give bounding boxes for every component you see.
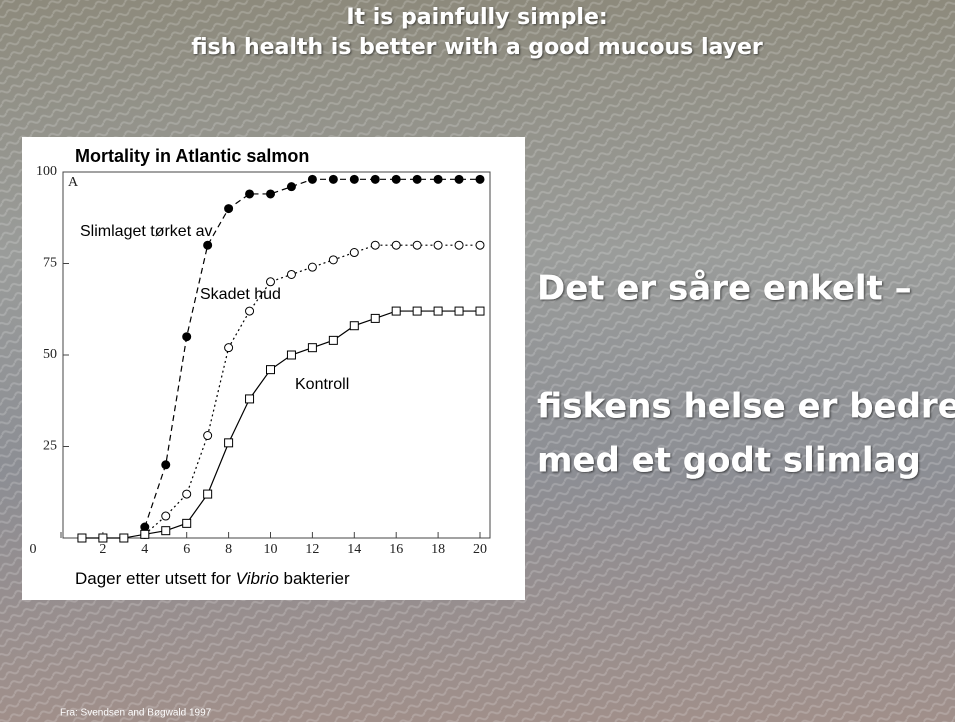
slide: It is painfully simple: fish health is b…	[0, 0, 955, 722]
x-tick-label: 4	[141, 542, 148, 557]
marker	[413, 307, 421, 315]
y-tick-label: 50	[43, 347, 57, 362]
x-axis-label: Dager etter utsett for Vibrio bakterier	[75, 569, 350, 588]
x-tick-label: 8	[225, 542, 232, 557]
marker	[329, 256, 337, 264]
marker	[183, 490, 191, 498]
marker	[246, 395, 254, 403]
x-tick-label: 12	[305, 542, 319, 557]
marker	[141, 523, 149, 531]
slide-title: fish health is better with a good mucous…	[191, 35, 763, 60]
marker	[162, 512, 170, 520]
marker	[392, 307, 400, 315]
marker	[287, 351, 295, 359]
marker	[329, 175, 337, 183]
marker	[141, 530, 149, 538]
marker	[225, 205, 233, 213]
marker	[267, 278, 275, 286]
x-tick-label: 16	[389, 542, 403, 557]
marker	[162, 527, 170, 535]
marker	[476, 175, 484, 183]
marker	[413, 241, 421, 249]
y-tick-label: 100	[36, 164, 57, 179]
marker	[371, 314, 379, 322]
marker	[455, 307, 463, 315]
source: Fra: Svendsen and Bøgwald 1997	[60, 708, 212, 719]
x-axis-label-part: bakterier	[279, 569, 350, 588]
marker	[183, 519, 191, 527]
marker	[120, 534, 128, 542]
series-label: Kontroll	[295, 376, 349, 393]
marker	[204, 241, 212, 249]
marker	[350, 322, 358, 330]
marker	[455, 241, 463, 249]
x-tick-label: 6	[183, 542, 190, 557]
x-tick-label: 18	[431, 542, 445, 557]
marker	[371, 241, 379, 249]
marker	[183, 333, 191, 341]
x-tick-label: 0	[30, 542, 37, 557]
series-label: Skadet hud	[200, 286, 281, 303]
marker	[204, 490, 212, 498]
marker	[204, 432, 212, 440]
marker	[225, 344, 233, 352]
marker	[476, 307, 484, 315]
marker	[99, 534, 107, 542]
marker	[162, 461, 170, 469]
marker	[350, 175, 358, 183]
marker	[246, 307, 254, 315]
x-axis-label-part: Dager etter utsett for	[75, 569, 236, 588]
marker	[392, 175, 400, 183]
marker	[434, 175, 442, 183]
marker	[329, 336, 337, 344]
slide-title: It is painfully simple:	[346, 5, 607, 30]
body-text: Det er såre enkelt –	[537, 269, 912, 309]
marker	[308, 344, 316, 352]
marker	[308, 263, 316, 271]
marker	[287, 183, 295, 191]
x-tick-label: 10	[264, 542, 278, 557]
body-text: fiskens helse er bedre	[537, 387, 955, 427]
marker	[371, 175, 379, 183]
x-tick-label: 14	[347, 542, 361, 557]
marker	[455, 175, 463, 183]
marker	[267, 366, 275, 374]
x-tick-label: 20	[473, 542, 487, 557]
series-label: Slimlaget tørket av	[80, 223, 212, 240]
x-tick-label: 2	[99, 542, 106, 557]
x-axis-label-part: Vibrio	[236, 569, 279, 588]
marker	[434, 307, 442, 315]
marker	[225, 439, 233, 447]
marker	[350, 249, 358, 257]
y-tick-label: 75	[43, 256, 57, 271]
marker	[434, 241, 442, 249]
marker	[267, 190, 275, 198]
marker	[476, 241, 484, 249]
marker	[246, 190, 254, 198]
marker	[308, 175, 316, 183]
y-tick-label: 25	[43, 439, 57, 454]
body-text: med et godt slimlag	[537, 441, 921, 481]
panel-label: A	[68, 175, 79, 190]
marker	[392, 241, 400, 249]
chart-title: Mortality in Atlantic salmon	[75, 146, 309, 166]
marker	[78, 534, 86, 542]
marker	[413, 175, 421, 183]
marker	[287, 270, 295, 278]
